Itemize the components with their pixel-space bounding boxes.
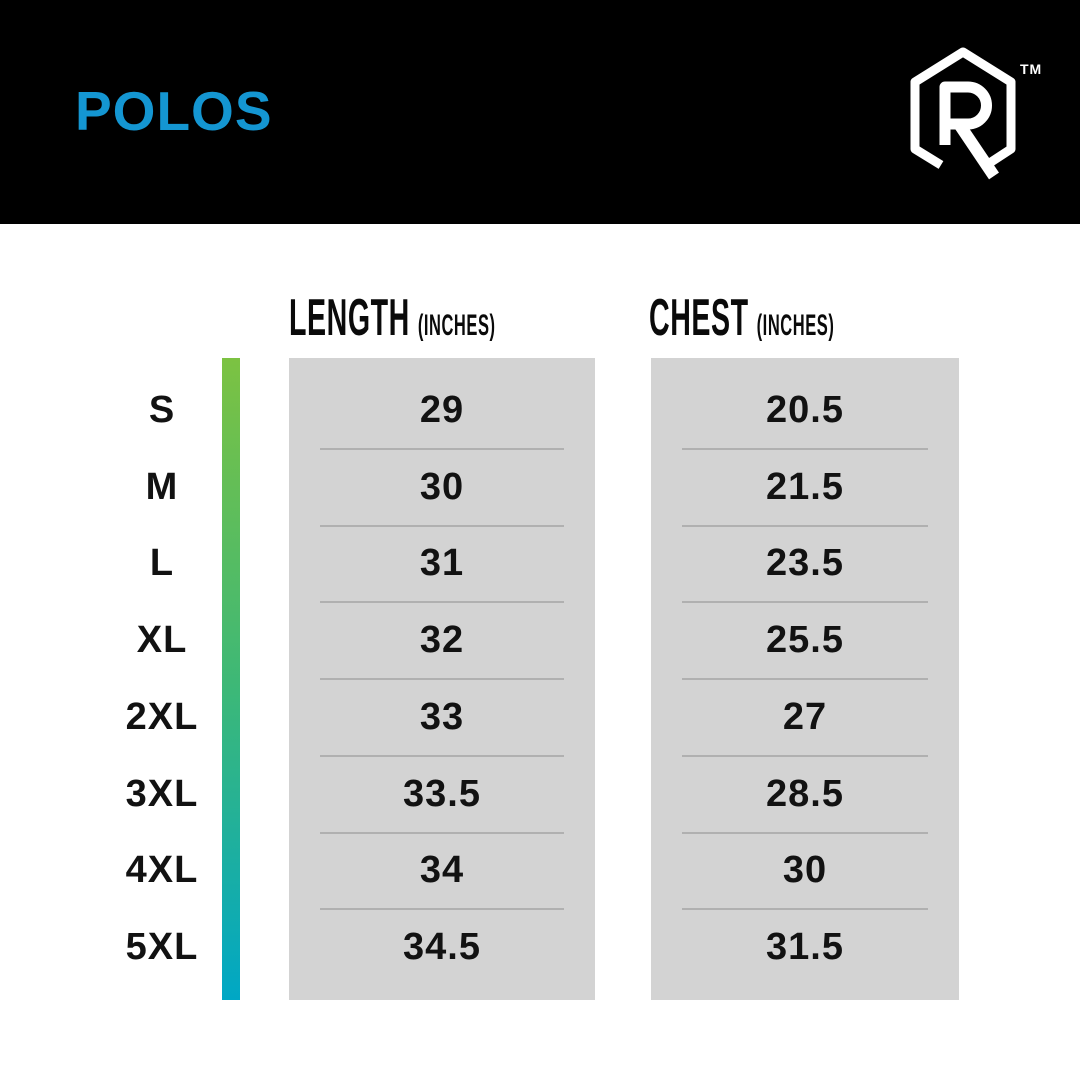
size-label: 3XL — [125, 772, 199, 815]
chest-value-cell: 27 — [651, 678, 959, 756]
size-label: 2XL — [125, 695, 199, 738]
size-gradient-bar — [222, 358, 240, 1000]
length-column-header: LENGTH (INCHES) — [289, 292, 496, 344]
length-header-unit: (INCHES) — [417, 309, 496, 342]
length-value-cell: 29 — [419, 388, 465, 431]
length-value-cell: 34.5 — [289, 908, 595, 986]
chest-header-title: CHEST — [649, 289, 749, 347]
length-header-title: LENGTH — [289, 289, 410, 347]
size-label: M — [145, 465, 179, 508]
size-label: 5XL — [125, 926, 199, 969]
trademark-symbol: TM — [1020, 61, 1043, 77]
chest-column-header: CHEST (INCHES) — [649, 292, 834, 344]
length-table: 29 30 31 32 33 33.5 34 34.5 — [289, 358, 595, 1000]
length-value-cell: 30 — [289, 447, 595, 526]
chest-header-unit: (INCHES) — [756, 309, 835, 342]
length-value-cell: 31 — [289, 524, 595, 603]
length-value-cell: 32 — [289, 601, 595, 679]
chest-value-cell: 23.5 — [651, 524, 959, 603]
chest-value-cell: 31.5 — [651, 908, 959, 986]
chest-value-cell: 30 — [651, 831, 959, 910]
size-label: 4XL — [125, 849, 199, 892]
header-bar: POLOS TM — [0, 0, 1080, 224]
length-value-cell: 33 — [289, 678, 595, 756]
size-label: L — [149, 542, 175, 585]
size-label: XL — [136, 619, 188, 662]
chest-value-cell: 20.5 — [766, 388, 844, 431]
chest-value-cell: 25.5 — [651, 601, 959, 679]
chest-value-cell: 28.5 — [651, 754, 959, 833]
chest-value-cell: 21.5 — [651, 447, 959, 526]
chest-table: 20.5 21.5 23.5 25.5 27 28.5 30 31.5 — [651, 358, 959, 1000]
r-hexagon-logo-icon — [910, 47, 1016, 180]
page-title: POLOS — [75, 80, 273, 142]
size-label: S — [148, 388, 176, 431]
length-value-cell: 33.5 — [289, 754, 595, 833]
length-value-cell: 34 — [289, 831, 595, 910]
size-label-column: S M L XL 2XL 3XL 4XL 5XL — [110, 358, 214, 1000]
